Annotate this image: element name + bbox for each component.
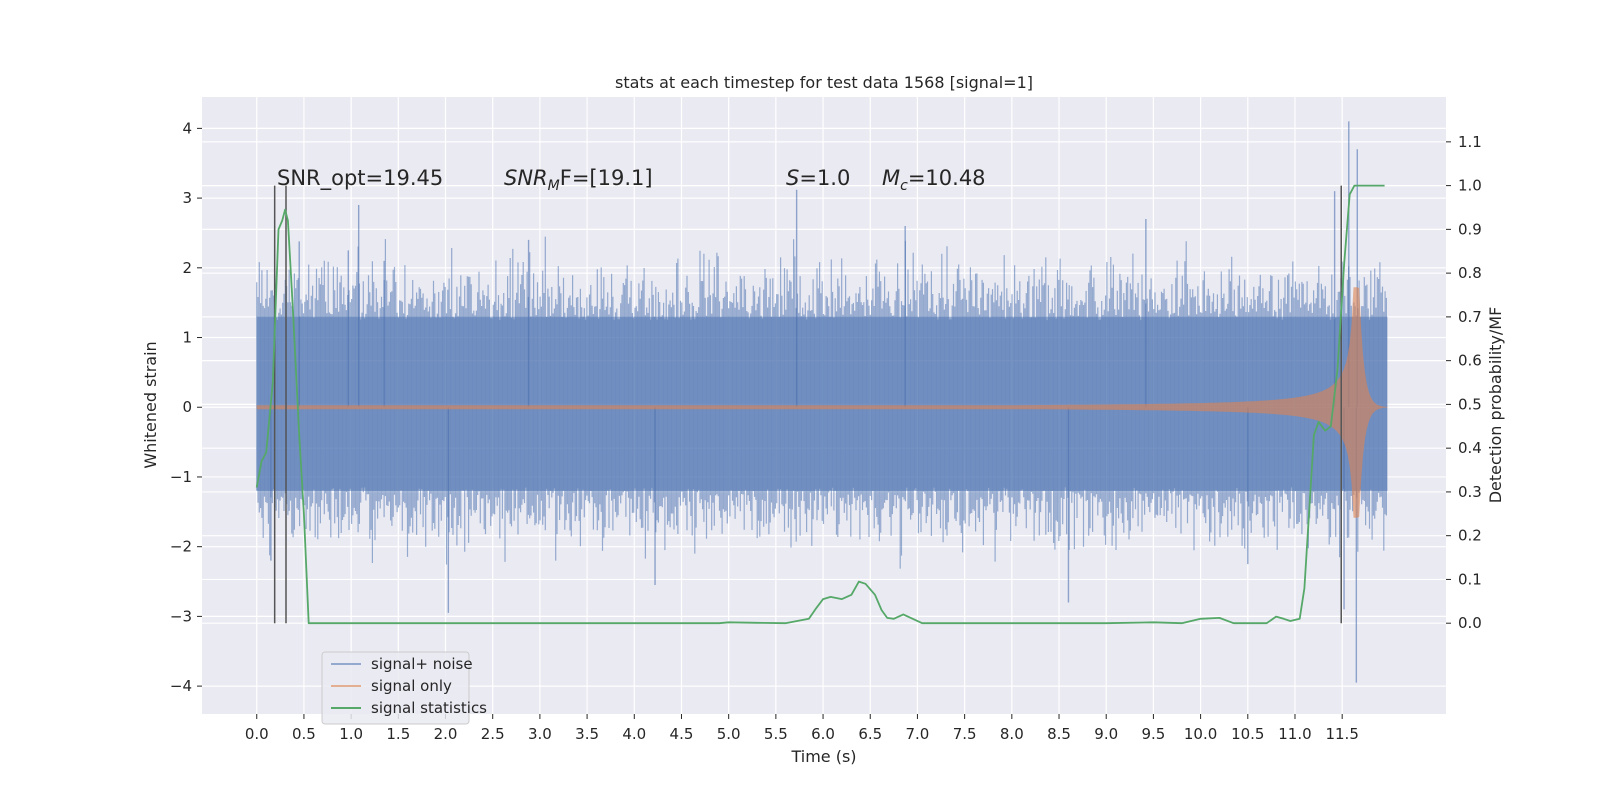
y2-tick-label: 1.0 <box>1458 177 1482 195</box>
ticks: 0.0 0.5 1.0 1.5 2.0 2.5 3.0 3.5 4.0 4.5 5.0 5.5 6.0 6… <box>170 119 1482 743</box>
y2-tick-label: 0.6 <box>1458 352 1482 370</box>
y2-tick-label: 0.5 <box>1458 395 1482 413</box>
x-tick-label: 9.0 <box>1094 725 1118 743</box>
x-axis-label: Time (s) <box>790 747 856 766</box>
y2-tick-label: 1.1 <box>1458 133 1482 151</box>
x-tick-label: 2.0 <box>434 725 458 743</box>
y-tick-label: 0 <box>182 398 192 416</box>
y2-tick-label: 0.3 <box>1458 483 1482 501</box>
y2-tick-label: 0.2 <box>1458 527 1482 545</box>
y-tick-label: −3 <box>170 607 192 625</box>
y-tick-label: 4 <box>182 119 192 137</box>
y2-tick-label: 0.1 <box>1458 570 1482 588</box>
x-tick-label: 0.0 <box>245 725 269 743</box>
x-tick-label: 5.0 <box>717 725 741 743</box>
x-tick-label: 5.5 <box>764 725 788 743</box>
y2-tick-label: 0.0 <box>1458 614 1482 632</box>
x-tick-label: 7.5 <box>953 725 977 743</box>
annotation-s: S=1.0 <box>786 166 850 190</box>
x-tick-label: 7.0 <box>906 725 930 743</box>
legend: signal+ noise signal only signal statist… <box>321 651 487 725</box>
legend-label-signal-noise: signal+ noise <box>371 655 473 673</box>
y-tick-label: 3 <box>182 189 192 207</box>
y-tick-label: −4 <box>170 677 192 695</box>
y-tick-label: −2 <box>170 538 192 556</box>
x-tick-label: 3.5 <box>575 725 599 743</box>
y2-axis-label: Detection probability/MF <box>1486 307 1505 504</box>
x-tick-label: 8.5 <box>1047 725 1071 743</box>
x-tick-label: 1.5 <box>386 725 410 743</box>
y2-tick-label: 0.4 <box>1458 439 1482 457</box>
y-tick-label: 1 <box>182 329 192 347</box>
y2-tick-label: 0.7 <box>1458 308 1482 326</box>
statistics-line <box>255 184 1385 625</box>
marker-lines <box>273 185 1342 624</box>
y-axis-label: Whitened strain <box>141 341 160 468</box>
x-tick-label: 3.0 <box>528 725 552 743</box>
x-tick-label: 10.5 <box>1231 725 1264 743</box>
legend-label-signal-statistics: signal statistics <box>371 699 487 717</box>
annotations: SNR_opt=19.45 SNRMF=[19.1] S=1.0 Mc=10.4… <box>277 166 986 194</box>
x-tick-label: 0.5 <box>292 725 316 743</box>
signal-statistics-series <box>255 184 1385 625</box>
x-tick-label: 11.0 <box>1278 725 1311 743</box>
chart-title: stats at each timestep for test data 156… <box>615 73 1033 92</box>
x-tick-label: 9.5 <box>1141 725 1165 743</box>
annotation-mc: Mc=10.48 <box>882 166 986 194</box>
annotation-snr-mf: SNRMF=[19.1] <box>504 166 653 194</box>
legend-box <box>321 651 470 725</box>
x-tick-label: 2.5 <box>481 725 505 743</box>
x-tick-label: 11.5 <box>1325 725 1358 743</box>
x-tick-label: 10.0 <box>1184 725 1217 743</box>
y-tick-label: 2 <box>182 259 192 277</box>
series-layer <box>255 121 1388 683</box>
x-tick-label: 4.5 <box>670 725 694 743</box>
x-tick-label: 6.5 <box>858 725 882 743</box>
x-tick-label: 6.0 <box>811 725 835 743</box>
x-tick-label: 1.0 <box>339 725 363 743</box>
annotation-snr-opt: SNR_opt=19.45 <box>277 166 443 191</box>
x-tick-label: 8.0 <box>1000 725 1024 743</box>
legend-label-signal-only: signal only <box>371 677 452 695</box>
x-tick-label: 4.0 <box>622 725 646 743</box>
y2-tick-label: 0.8 <box>1458 264 1482 282</box>
y-tick-label: −1 <box>170 468 192 486</box>
y2-tick-label: 0.9 <box>1458 220 1482 238</box>
